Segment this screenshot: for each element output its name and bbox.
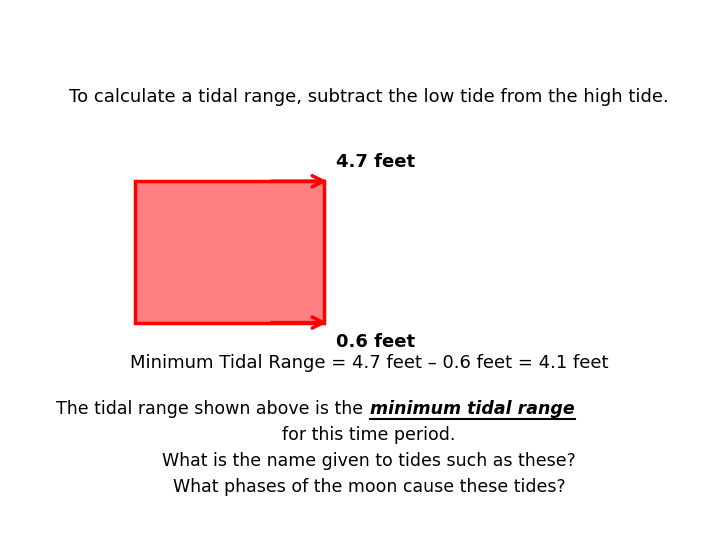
Text: 0.6 feet: 0.6 feet bbox=[336, 333, 415, 351]
Text: minimum tidal range: minimum tidal range bbox=[370, 400, 575, 417]
Text: What phases of the moon cause these tides?: What phases of the moon cause these tide… bbox=[173, 478, 565, 496]
Text: The tidal range shown above is the: The tidal range shown above is the bbox=[56, 400, 369, 417]
Text: for this time period.: for this time period. bbox=[282, 426, 456, 444]
Text: Minimum Tidal Range = 4.7 feet – 0.6 feet = 4.1 feet: Minimum Tidal Range = 4.7 feet – 0.6 fee… bbox=[130, 354, 608, 372]
Text: To calculate a tidal range, subtract the low tide from the high tide.: To calculate a tidal range, subtract the… bbox=[69, 87, 669, 106]
Bar bbox=[135, 181, 324, 322]
Text: 4.7 feet: 4.7 feet bbox=[336, 153, 415, 171]
Text: What is the name given to tides such as these?: What is the name given to tides such as … bbox=[162, 452, 576, 470]
